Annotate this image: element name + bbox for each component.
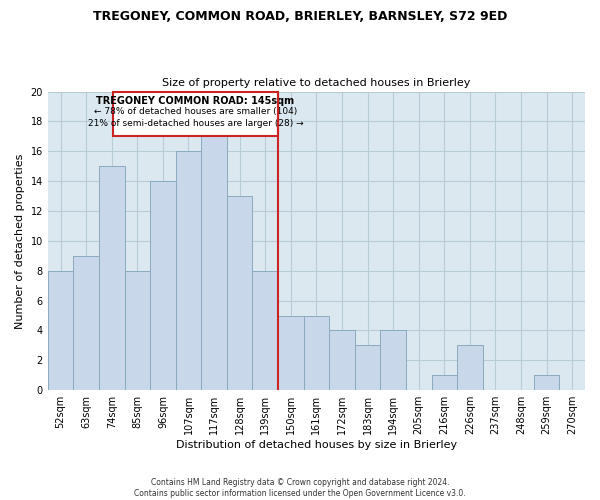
Bar (534, 376, 559, 390)
Bar (201, 136, 227, 390)
Text: ← 78% of detached houses are smaller (104): ← 78% of detached houses are smaller (10… (94, 107, 297, 116)
Text: Contains HM Land Registry data © Crown copyright and database right 2024.
Contai: Contains HM Land Registry data © Crown c… (134, 478, 466, 498)
Bar (125, 270, 150, 390)
Bar (253, 270, 278, 390)
Bar (176, 152, 201, 390)
Bar (355, 346, 380, 390)
Bar (278, 316, 304, 390)
X-axis label: Distribution of detached houses by size in Brierley: Distribution of detached houses by size … (176, 440, 457, 450)
Text: TREGONEY, COMMON ROAD, BRIERLEY, BARNSLEY, S72 9ED: TREGONEY, COMMON ROAD, BRIERLEY, BARNSLE… (93, 10, 507, 23)
Bar (150, 181, 176, 390)
Bar (329, 330, 355, 390)
Bar (431, 376, 457, 390)
Bar (99, 166, 125, 390)
Bar (227, 196, 253, 390)
Title: Size of property relative to detached houses in Brierley: Size of property relative to detached ho… (162, 78, 470, 88)
Bar (380, 330, 406, 390)
Bar (457, 346, 482, 390)
Bar (304, 316, 329, 390)
Y-axis label: Number of detached properties: Number of detached properties (15, 153, 25, 328)
Bar (48, 270, 73, 390)
Text: TREGONEY COMMON ROAD: 145sqm: TREGONEY COMMON ROAD: 145sqm (97, 96, 295, 106)
Text: 21% of semi-detached houses are larger (28) →: 21% of semi-detached houses are larger (… (88, 119, 304, 128)
FancyBboxPatch shape (113, 92, 278, 136)
Bar (73, 256, 99, 390)
